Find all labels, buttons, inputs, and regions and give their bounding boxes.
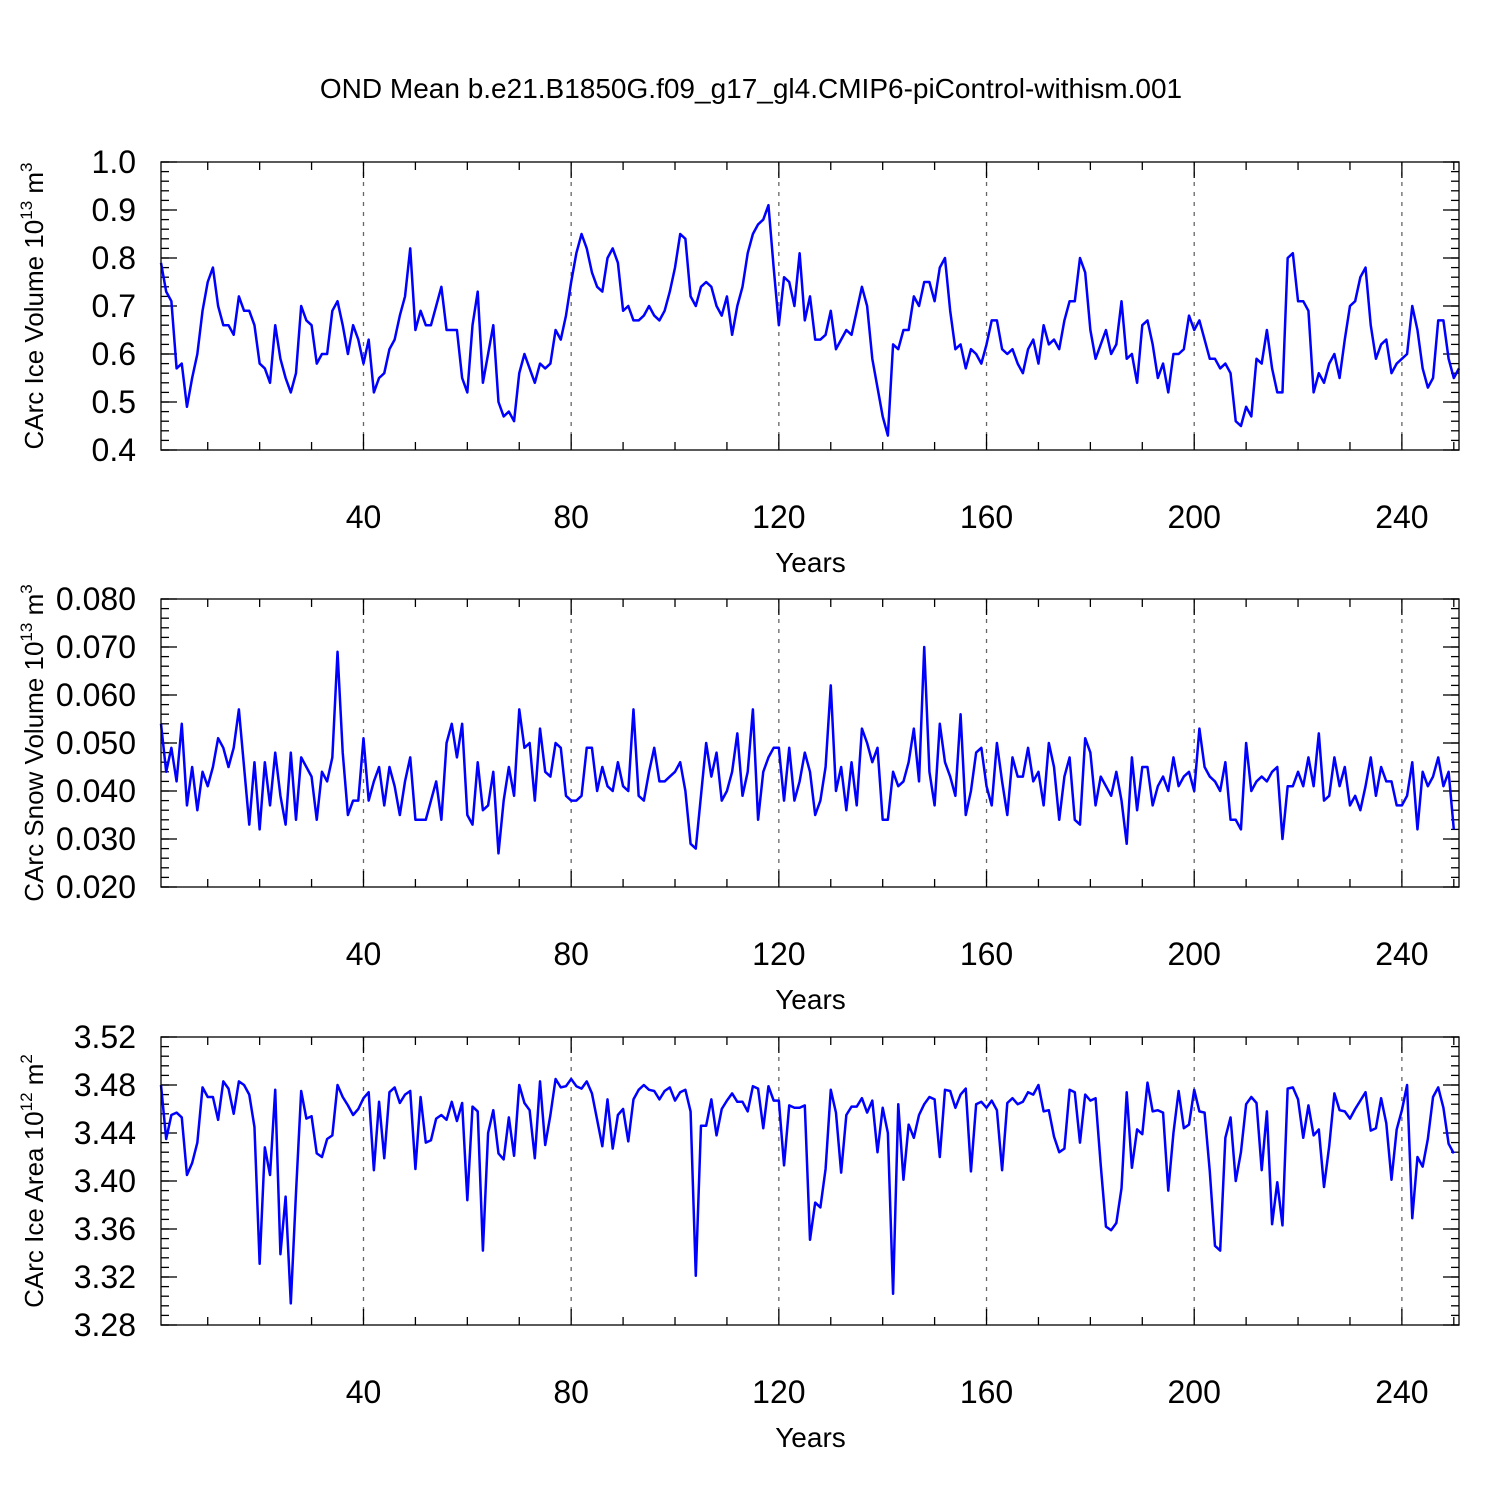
- y-tick-label: 3.32: [74, 1259, 136, 1295]
- series-line-snow-volume: [159, 645, 1456, 855]
- x-tick-label: 160: [960, 936, 1013, 972]
- y-tick-label: 0.9: [92, 192, 136, 228]
- plot-frame: [160, 161, 1460, 451]
- x-axis-label: Years: [775, 1422, 846, 1453]
- y-tick-label: 0.020: [56, 869, 136, 905]
- y-tick-label: 0.080: [56, 581, 136, 617]
- y-tick-label: 0.030: [56, 821, 136, 857]
- x-tick-label: 40: [346, 1374, 382, 1410]
- y-tick-label: 0.040: [56, 773, 136, 809]
- plot-frame: [160, 1036, 1460, 1326]
- y-tick-label: 3.40: [74, 1163, 136, 1199]
- y-axis-label: CArc Snow Volume 1013 m3: [17, 584, 49, 901]
- panel-ice-volume: 0.4 0.5 0.6 0.7 0.8 0.9 1.0 40 80 120 160 200 240 Yea…: [17, 144, 1461, 578]
- y-tick-label: 3.48: [74, 1067, 136, 1103]
- x-axis-label: Years: [775, 547, 846, 578]
- x-tick-label: 120: [752, 936, 805, 972]
- chart-title: OND Mean b.e21.B1850G.f09_g17_gl4.CMIP6-…: [320, 73, 1182, 104]
- y-tick-label: 0.8: [92, 240, 136, 276]
- x-tick-label: 240: [1375, 499, 1428, 535]
- y-axis-label: CArc Ice Volume 1013 m3: [17, 162, 49, 449]
- y-tick-label: 0.5: [92, 384, 136, 420]
- x-tick-label: 80: [553, 499, 589, 535]
- series-line-ice-volume: [159, 203, 1461, 437]
- y-tick-label: 3.52: [74, 1019, 136, 1055]
- y-tick-label: 0.6: [92, 336, 136, 372]
- x-tick-label: 160: [960, 1374, 1013, 1410]
- y-tick-label: 0.060: [56, 677, 136, 713]
- panel-snow-volume: 0.020 0.030 0.040 0.050 0.060 0.070 0.080 40 80 1…: [17, 581, 1460, 1015]
- panel-ice-area: 3.28 3.32 3.36 3.40 3.44 3.48 3.52 40 80 120 160 20…: [17, 1019, 1460, 1453]
- x-tick-label: 40: [346, 499, 382, 535]
- x-tick-label: 200: [1168, 499, 1221, 535]
- y-tick-label: 0.4: [92, 432, 136, 468]
- x-tick-label: 160: [960, 499, 1013, 535]
- y-tick-label: 3.28: [74, 1307, 136, 1343]
- y-tick-label: 1.0: [92, 144, 136, 180]
- y-tick-label: 0.7: [92, 288, 136, 324]
- x-tick-label: 80: [553, 936, 589, 972]
- x-tick-label: 240: [1375, 1374, 1428, 1410]
- x-tick-label: 120: [752, 499, 805, 535]
- x-tick-label: 80: [553, 1374, 589, 1410]
- x-tick-label: 200: [1168, 1374, 1221, 1410]
- plot-frame: [160, 598, 1460, 888]
- x-tick-label: 200: [1168, 936, 1221, 972]
- x-axis-label: Years: [775, 984, 846, 1015]
- y-axis-label: CArc Ice Area 1012 m2: [17, 1054, 49, 1308]
- series-line-ice-area: [159, 1077, 1455, 1305]
- x-tick-label: 120: [752, 1374, 805, 1410]
- y-tick-label: 3.44: [74, 1115, 136, 1151]
- y-tick-label: 0.070: [56, 629, 136, 665]
- x-tick-label: 40: [346, 936, 382, 972]
- y-tick-label: 3.36: [74, 1211, 136, 1247]
- x-tick-label: 240: [1375, 936, 1428, 972]
- y-tick-label: 0.050: [56, 725, 136, 761]
